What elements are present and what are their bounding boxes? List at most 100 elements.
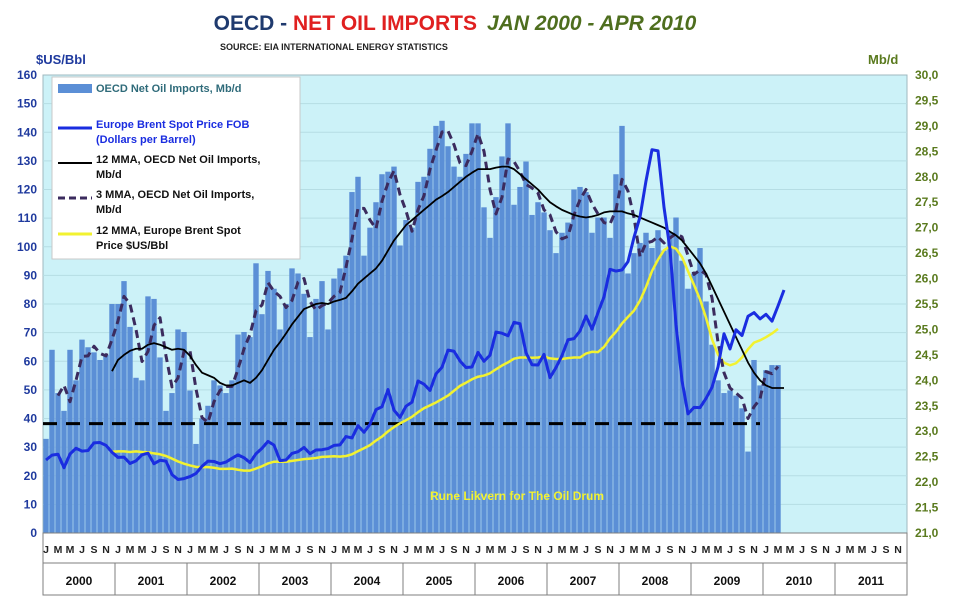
left-tick-label: 30 [24, 440, 38, 454]
bar [457, 176, 463, 533]
bar [631, 253, 637, 533]
bar [553, 253, 559, 533]
bar [409, 227, 415, 533]
month-tick-label: N [750, 544, 758, 556]
month-tick-label: J [403, 544, 409, 556]
bar [67, 349, 73, 533]
bar [697, 248, 703, 533]
bar [517, 186, 523, 533]
bar [721, 393, 727, 533]
month-tick-label: S [738, 544, 745, 556]
right-tick-label: 27,0 [915, 221, 939, 235]
month-tick-label: N [462, 544, 470, 556]
month-tick-label: J [43, 544, 49, 556]
bar [313, 298, 319, 533]
month-tick-label: J [223, 544, 229, 556]
bar [307, 337, 313, 533]
month-tick-label: M [66, 544, 75, 556]
left-tick-label: 10 [24, 497, 38, 511]
legend-box [51, 76, 301, 260]
month-tick-label: J [727, 544, 733, 556]
legend-label-3mma-imports: 3 MMA, OECD Net Oil Imports, Mb/d [96, 189, 257, 216]
month-tick-label: S [450, 544, 457, 556]
month-tick-label: J [79, 544, 85, 556]
month-tick-label: M [558, 544, 567, 556]
bar [745, 451, 751, 533]
bar [385, 171, 391, 533]
bar [361, 255, 367, 533]
bar [577, 186, 583, 533]
month-tick-label: N [174, 544, 182, 556]
right-tick-label: 28,0 [915, 170, 939, 184]
chart-source: SOURCE: EIA INTERNATIONAL ENERGY STATIST… [220, 42, 448, 52]
left-tick-label: 140 [17, 125, 37, 139]
bar [163, 410, 169, 533]
bar [391, 166, 397, 533]
right-tick-label: 23,5 [915, 399, 939, 413]
month-tick-label: M [786, 544, 795, 556]
month-tick-label: J [151, 544, 157, 556]
bar [445, 146, 451, 533]
right-tick-label: 25,0 [915, 322, 939, 336]
left-tick-label: 130 [17, 154, 37, 168]
chart-title: OECD - NET OIL IMPORTS JAN 2000 - APR 201… [214, 12, 697, 35]
title-part-oecd: OECD [214, 12, 275, 35]
year-tick-label: 2000 [66, 574, 93, 588]
bar [337, 268, 343, 533]
month-tick-label: J [871, 544, 877, 556]
right-tick-label: 26,5 [915, 246, 939, 260]
month-tick-label: J [187, 544, 193, 556]
bar [403, 220, 409, 534]
bar [187, 390, 193, 533]
month-tick-label: J [583, 544, 589, 556]
month-tick-label: S [522, 544, 529, 556]
left-tick-label: 60 [24, 354, 38, 368]
left-tick-label: 50 [24, 383, 38, 397]
bar [289, 268, 295, 533]
bar [271, 288, 277, 533]
line-brent-price [45, 148, 786, 481]
bar [349, 192, 355, 534]
bar [211, 380, 217, 533]
legend-label-12mma-imports-line1: 12 MMA, OECD Net Oil Imports, [96, 154, 260, 166]
bar [625, 273, 631, 533]
month-tick-label: S [810, 544, 817, 556]
bar [727, 390, 733, 533]
bar [505, 123, 511, 533]
month-tick-label: M [858, 544, 867, 556]
title-part-period: JAN 2000 - APR 2010 [487, 12, 697, 35]
bar [241, 331, 247, 533]
right-tick-label: 25,5 [915, 297, 939, 311]
left-tick-label: 150 [17, 97, 37, 111]
right-tick-label: 27,5 [915, 195, 939, 209]
month-tick-label: M [630, 544, 639, 556]
bar [493, 197, 499, 533]
bar [475, 123, 481, 533]
month-tick-label: M [354, 544, 363, 556]
legend-label-12mma-brent-line1: 12 MMA, Europe Brent Spot [96, 225, 241, 237]
line-3mma-imports [56, 129, 780, 425]
left-axis-ticks: 0 10 20 30 40 50 60 70 80 90 100 110 120 130 140 150 160 [17, 68, 37, 540]
bar [667, 232, 673, 533]
month-tick-label: M [342, 544, 351, 556]
bar [97, 359, 103, 533]
bar [715, 380, 721, 533]
month-tick-label: S [594, 544, 601, 556]
legend-label-bars: OECD Net Oil Imports, Mb/d [96, 83, 241, 95]
month-tick-label: S [234, 544, 241, 556]
bar [193, 443, 199, 533]
bar [235, 334, 241, 533]
month-tick-label: M [270, 544, 279, 556]
bar [547, 230, 553, 533]
legend-label-12mma-brent: 12 MMA, Europe Brent Spot Price $US/Bbl [96, 225, 244, 252]
bar [439, 120, 445, 534]
month-tick-label: J [691, 544, 697, 556]
legend-label-3mma-imports-line1: 3 MMA, OECD Net Oil Imports, [96, 189, 254, 201]
bar [511, 204, 517, 533]
bar [73, 380, 79, 533]
bar [769, 365, 775, 533]
bar [703, 301, 709, 533]
bar [487, 237, 493, 533]
bar [325, 329, 331, 533]
